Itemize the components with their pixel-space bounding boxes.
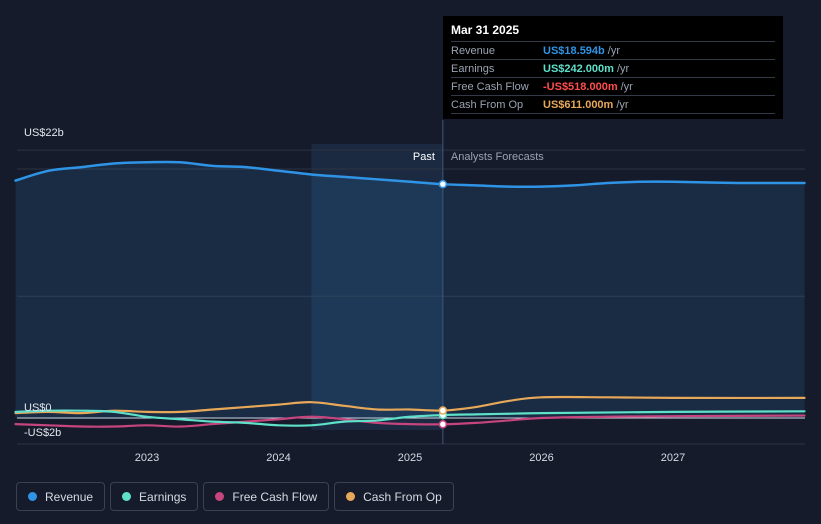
past-highlight-band	[311, 144, 443, 430]
tooltip-value: US$242.000m	[543, 62, 614, 75]
tooltip: Mar 31 2025 Revenue US$18.594b /yr Earni…	[443, 16, 783, 119]
legend-label: Earnings	[139, 489, 187, 504]
tooltip-unit: /yr	[607, 44, 620, 57]
forecast-label: Analysts Forecasts	[451, 151, 544, 163]
tooltip-unit: /yr	[616, 98, 629, 111]
tooltip-row-fcf: Free Cash Flow -US$518.000m /yr	[451, 77, 775, 95]
tooltip-row-revenue: Revenue US$18.594b /yr	[451, 41, 775, 59]
series-line-earnings	[14, 409, 806, 427]
legend-item-earnings[interactable]: Earnings	[110, 482, 199, 511]
series-line-cfo	[14, 395, 806, 415]
marker-fcf	[438, 420, 448, 429]
tooltip-label: Revenue	[451, 44, 496, 57]
legend-item-cash-from-op[interactable]: Cash From Op	[334, 482, 454, 511]
legend-item-free-cash-flow[interactable]: Free Cash Flow	[203, 482, 330, 511]
x-tick-label: 2026	[529, 452, 553, 464]
y-label-zero: US$0	[24, 402, 52, 414]
legend-item-revenue[interactable]: Revenue	[16, 482, 106, 511]
tooltip-label: Cash From Op	[451, 98, 524, 111]
legend-dot-icon	[346, 492, 356, 501]
legend-dot-icon	[28, 492, 37, 501]
legend: Revenue Earnings Free Cash Flow Cash Fro…	[16, 482, 454, 511]
legend-dot-icon	[215, 492, 225, 501]
tooltip-value: -US$518.000m	[543, 80, 618, 93]
tooltip-row-earnings: Earnings US$242.000m /yr	[451, 59, 775, 77]
tooltip-value: US$18.594b	[543, 44, 605, 57]
legend-label: Free Cash Flow	[232, 489, 318, 504]
legend-label: Cash From Op	[363, 489, 442, 504]
tooltip-unit: /yr	[616, 62, 630, 75]
past-label: Past	[413, 151, 435, 163]
tooltip-label: Earnings	[451, 62, 495, 75]
tooltip-unit: /yr	[620, 80, 633, 93]
x-tick-label: 2025	[398, 452, 422, 464]
y-label-bottom: -US$2b	[24, 427, 61, 439]
x-tick-label: 2027	[661, 452, 685, 464]
series-line-revenue	[14, 160, 806, 189]
x-tick-label: 2024	[266, 452, 290, 464]
y-label-top: US$22b	[24, 127, 64, 139]
tooltip-row-cfo: Cash From Op US$611.000m /yr	[451, 95, 775, 114]
series-line-fcf	[14, 414, 806, 428]
tooltip-label: Free Cash Flow	[451, 80, 529, 93]
series-area-revenue	[15, 161, 805, 419]
legend-label: Revenue	[45, 489, 94, 504]
tooltip-value: US$611.000m	[543, 98, 614, 111]
legend-dot-icon	[122, 492, 132, 501]
tooltip-date: Mar 31 2025	[451, 23, 520, 37]
marker-revenue	[438, 179, 448, 189]
x-tick-label: 2023	[135, 452, 159, 464]
marker-cfo	[438, 406, 448, 415]
